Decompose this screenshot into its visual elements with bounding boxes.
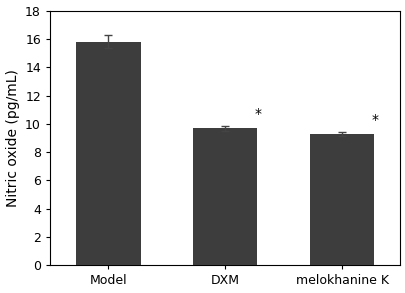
Y-axis label: Nitric oxide (pg/mL): Nitric oxide (pg/mL): [6, 69, 19, 207]
Bar: [76, 42, 140, 265]
Bar: [193, 128, 257, 265]
Text: *: *: [254, 107, 261, 121]
Bar: [309, 134, 373, 265]
Text: *: *: [370, 113, 377, 127]
